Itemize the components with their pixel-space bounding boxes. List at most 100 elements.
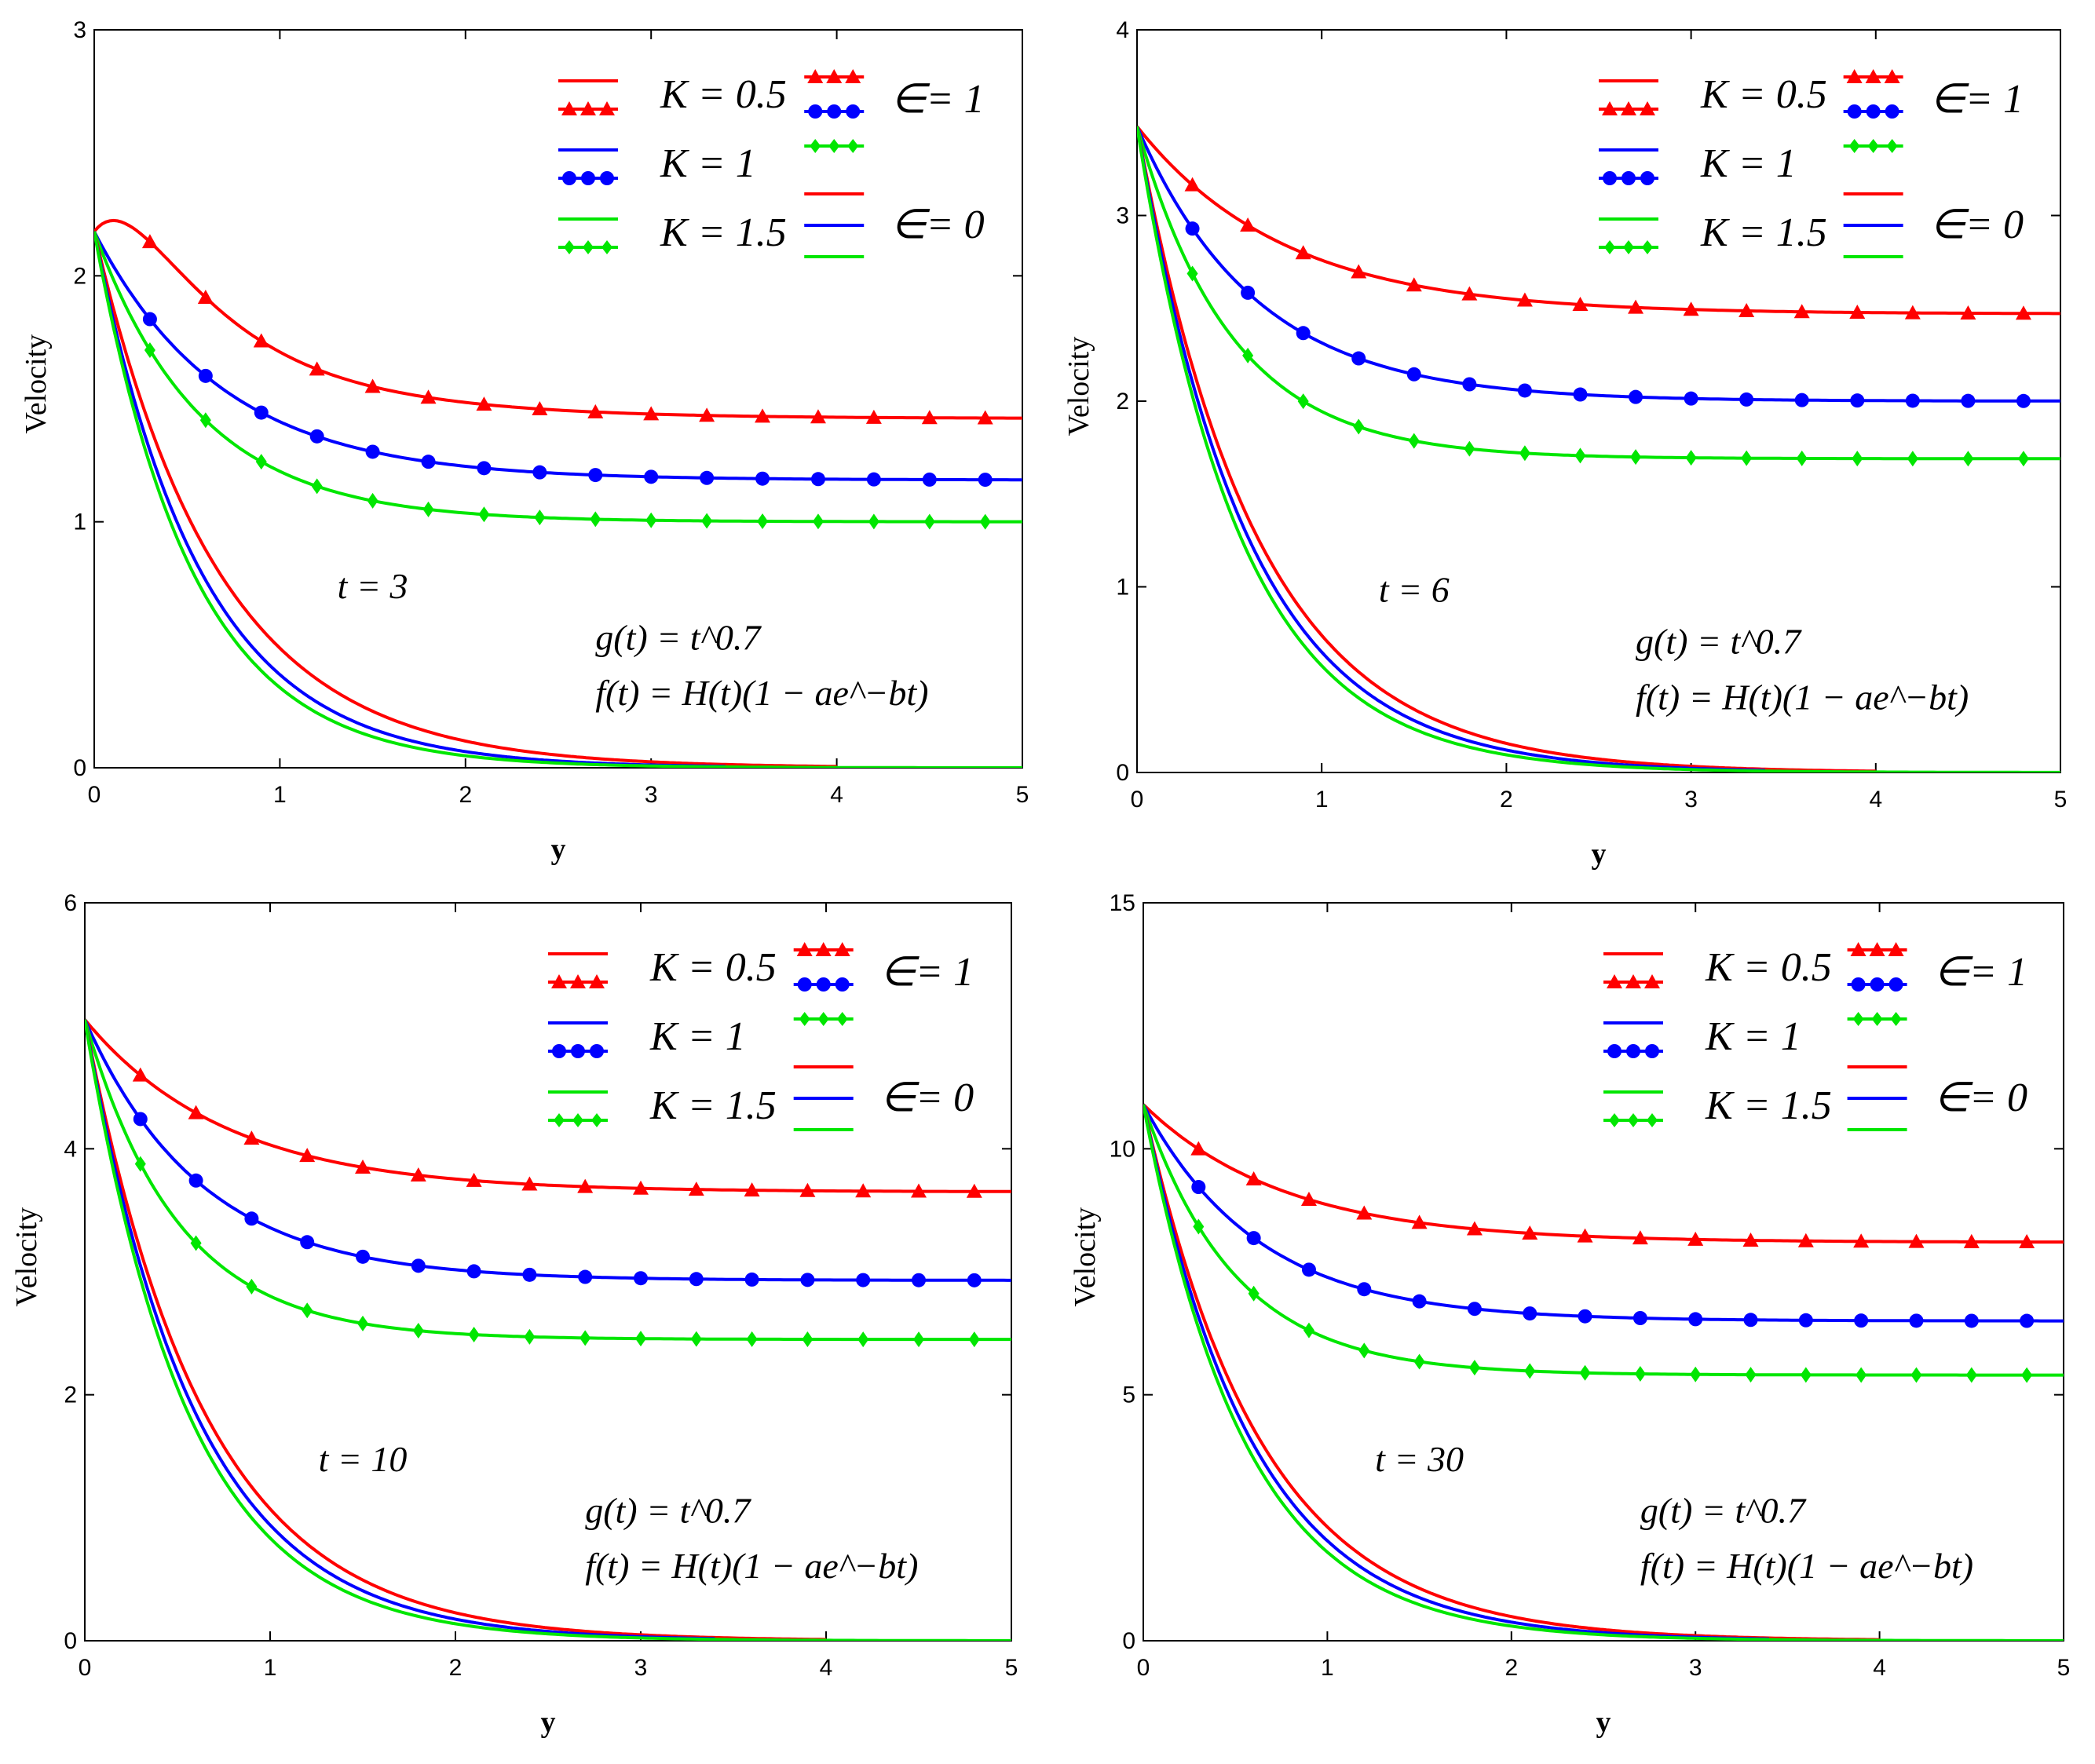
f-annotation: f(t) = H(t)(1 − ae^−bt) xyxy=(1636,677,1969,718)
x-tick-label: 2 xyxy=(1505,1655,1518,1681)
x-tick-label: 3 xyxy=(1684,787,1698,813)
marker-triangle xyxy=(1739,302,1755,317)
marker-triangle xyxy=(141,234,158,249)
series-line xyxy=(1143,1103,2064,1244)
marker-circle xyxy=(244,1211,259,1226)
legend-label: K = 0.5 xyxy=(660,72,787,117)
marker-diamond xyxy=(1186,265,1198,282)
marker-triangle xyxy=(1356,1205,1373,1220)
marker-circle xyxy=(912,1273,926,1287)
marker-circle xyxy=(856,1273,871,1287)
marker-triangle xyxy=(1461,286,1478,301)
legend-label: K = 1 xyxy=(1705,1014,1801,1059)
x-tick-label: 1 xyxy=(273,782,287,808)
legend-label-eps0: ∈= 0 xyxy=(1930,203,2024,247)
y-axis-label: Velocity xyxy=(20,334,53,434)
marker-circle xyxy=(1854,1313,1869,1328)
x-tick-label: 2 xyxy=(459,782,472,808)
series-line xyxy=(94,218,1022,420)
marker-circle xyxy=(1462,377,1477,392)
marker-triangle xyxy=(977,410,993,425)
y-tick-label: 4 xyxy=(64,1136,77,1162)
x-tick-label: 1 xyxy=(264,1655,277,1681)
marker-circle xyxy=(1351,351,1366,366)
marker-circle xyxy=(1850,393,1865,408)
marker-triangle xyxy=(1742,1232,1759,1247)
marker-triangle xyxy=(197,289,214,304)
x-tick-label: 4 xyxy=(1869,787,1882,813)
y-tick-label: 1 xyxy=(73,509,86,535)
marker-diamond xyxy=(1685,450,1697,466)
series-line xyxy=(1143,1104,2064,1641)
marker-circle xyxy=(2020,1313,2035,1328)
marker-triangle xyxy=(132,1067,148,1082)
marker-circle xyxy=(634,1271,648,1286)
marker-triangle xyxy=(1411,1214,1428,1229)
marker-triangle xyxy=(1793,304,1810,319)
marker-diamond xyxy=(1634,1366,1646,1382)
g-annotation: g(t) = t^0.7 xyxy=(1636,622,1802,662)
marker-diamond xyxy=(1242,347,1254,363)
y-tick-label: 6 xyxy=(64,890,77,916)
marker-circle xyxy=(2016,393,2031,408)
marker-circle xyxy=(755,471,770,486)
marker-triangle xyxy=(1406,277,1422,292)
x-tick-label: 0 xyxy=(88,782,101,808)
marker-diamond xyxy=(246,1278,258,1295)
legend-label-eps1: ∈= 1 xyxy=(890,77,984,122)
y-tick-label: 4 xyxy=(1116,17,1129,43)
marker-circle xyxy=(142,312,157,327)
legend-label: K = 1.5 xyxy=(649,1083,777,1128)
marker-triangle xyxy=(1190,1141,1207,1156)
marker-circle xyxy=(588,468,603,483)
x-tick-label: 4 xyxy=(830,782,843,808)
series-line xyxy=(85,1018,1011,1282)
marker-triangle xyxy=(810,409,826,424)
marker-triangle xyxy=(855,1183,872,1198)
legend-label-eps1: ∈= 1 xyxy=(880,950,974,995)
y-axis-label: Velocity xyxy=(1062,337,1095,436)
marker-circle xyxy=(866,472,881,487)
marker-diamond xyxy=(1579,1364,1591,1381)
time-annotation: t = 10 xyxy=(319,1439,408,1479)
marker-triangle xyxy=(1577,1228,1593,1243)
y-tick-label: 2 xyxy=(1116,389,1129,415)
legend-label: K = 1 xyxy=(649,1014,746,1059)
plot-frame xyxy=(84,902,1012,1642)
marker-circle xyxy=(477,461,492,476)
x-tick-label: 1 xyxy=(1321,1655,1334,1681)
marker-diamond xyxy=(1193,1218,1205,1235)
marker-circle xyxy=(1467,1302,1482,1317)
marker-diamond xyxy=(2017,451,2029,467)
marker-circle xyxy=(133,1112,148,1127)
series-line xyxy=(1137,126,2060,772)
x-tick-label: 1 xyxy=(1315,787,1329,813)
series-line xyxy=(1143,1103,2064,1323)
legend-label: K = 1.5 xyxy=(660,210,787,255)
marker-triangle xyxy=(253,333,269,348)
legend-label-eps0: ∈= 0 xyxy=(880,1076,974,1120)
marker-triangle xyxy=(643,406,660,421)
legend-label: K = 1 xyxy=(660,141,756,186)
marker-circle xyxy=(1964,1313,1979,1328)
marker-triangle xyxy=(633,1180,649,1195)
plot-area xyxy=(85,1018,1011,1641)
legend: K = 0.5 K = 1 K = 1.5 ∈= 1 ∈= 0 xyxy=(1603,942,2027,1131)
chart-panel-top-right: 0 1 2 3 4 5 0 1 2 3 4 y Velocity K = 0.5 K = 1 K = 1.5 ∈… xyxy=(1062,17,2067,871)
marker-triangle xyxy=(1572,296,1589,311)
marker-diamond xyxy=(645,512,657,528)
marker-circle xyxy=(1743,1313,1758,1328)
marker-triangle xyxy=(1632,1230,1648,1245)
series-line xyxy=(1137,126,2060,403)
marker-circle xyxy=(1794,393,1809,407)
marker-diamond xyxy=(1248,1285,1260,1302)
marker-triangle xyxy=(532,400,548,415)
marker-diamond xyxy=(190,1235,202,1251)
time-annotation: t = 30 xyxy=(1375,1439,1464,1479)
marker-diamond xyxy=(1907,451,1918,467)
x-tick-label: 0 xyxy=(79,1655,92,1681)
f-annotation: f(t) = H(t)(1 − ae^−bt) xyxy=(585,1546,918,1586)
x-tick-label: 5 xyxy=(2054,787,2068,813)
marker-circle xyxy=(1517,383,1532,398)
marker-diamond xyxy=(1630,449,1642,466)
